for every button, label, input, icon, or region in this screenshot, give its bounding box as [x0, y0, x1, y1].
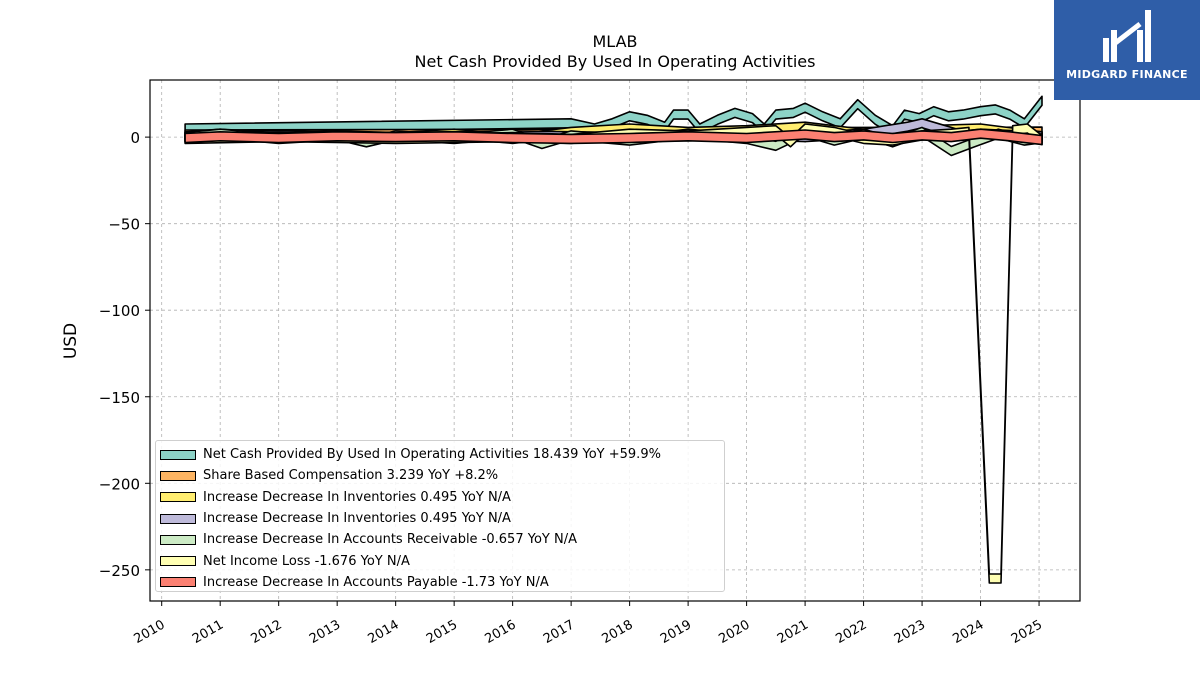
legend-label: Increase Decrease In Inventories 0.495 Y… [203, 489, 511, 505]
legend-label: Increase Decrease In Accounts Receivable… [203, 532, 577, 548]
legend-swatch [160, 577, 196, 588]
y-tick-label: −100 [99, 302, 140, 320]
x-tick-label: 2014 [366, 617, 402, 647]
legend-item: Net Income Loss -1.676 YoY N/A [160, 550, 724, 571]
x-tick-label: 2020 [716, 617, 752, 647]
series-band-7 [184, 128, 1043, 146]
chart-legend: Net Cash Provided By Used In Operating A… [155, 440, 725, 592]
x-tick-label: 2023 [892, 617, 928, 647]
legend-item: Increase Decrease In Accounts Receivable… [160, 529, 724, 550]
legend-item: Share Based Compensation 3.239 YoY +8.2% [160, 465, 724, 486]
y-tick-label: 0 [130, 129, 140, 147]
x-tick-label: 2015 [424, 617, 460, 647]
y-tick-label: −50 [108, 216, 140, 234]
x-tick-label: 2024 [950, 617, 986, 647]
x-tick-label: 2012 [249, 617, 285, 647]
x-tick-label: 2018 [599, 617, 635, 647]
legend-swatch [160, 513, 196, 524]
brand-name: MIDGARD FINANCE [1066, 68, 1188, 81]
legend-swatch [160, 492, 196, 503]
legend-swatch [160, 470, 196, 481]
y-tick-label: −250 [99, 562, 140, 580]
legend-item: Increase Decrease In Inventories 0.495 Y… [160, 487, 724, 508]
legend-item: Increase Decrease In Inventories 0.495 Y… [160, 508, 724, 529]
x-tick-label: 2019 [658, 617, 694, 647]
x-tick-label: 2011 [190, 617, 226, 647]
legend-swatch [160, 449, 196, 460]
legend-item: Net Cash Provided By Used In Operating A… [160, 444, 724, 465]
chart-title: MLAB [592, 32, 638, 51]
x-tick-label: 2017 [541, 617, 577, 647]
plot-frame [149, 79, 1081, 602]
legend-label: Net Income Loss -1.676 YoY N/A [203, 553, 410, 569]
legend-swatch [160, 556, 196, 567]
x-tick-label: 2021 [775, 617, 811, 647]
brand-logo: MIDGARD FINANCE [1054, 0, 1200, 100]
x-tick-label: 2013 [307, 617, 343, 647]
x-tick-label: 2010 [132, 617, 168, 647]
chart-subtitle: Net Cash Provided By Used In Operating A… [414, 52, 816, 71]
series-layer [184, 95, 1043, 584]
legend-item: Increase Decrease In Accounts Payable -1… [160, 572, 724, 593]
x-tick-label: 2016 [482, 617, 518, 647]
legend-swatch [160, 534, 196, 545]
legend-label: Increase Decrease In Inventories 0.495 Y… [203, 511, 511, 527]
y-axis-label: USD [61, 323, 81, 359]
mf-monogram-icon [1103, 10, 1151, 62]
legend-label: Increase Decrease In Accounts Payable -1… [203, 574, 549, 590]
y-tick-label: −150 [99, 389, 140, 407]
y-tick-label: −200 [99, 475, 140, 493]
x-tick-label: 2022 [833, 617, 869, 647]
x-tick-label: 2025 [1009, 617, 1045, 647]
legend-label: Net Cash Provided By Used In Operating A… [203, 447, 661, 463]
legend-label: Share Based Compensation 3.239 YoY +8.2% [203, 468, 499, 484]
